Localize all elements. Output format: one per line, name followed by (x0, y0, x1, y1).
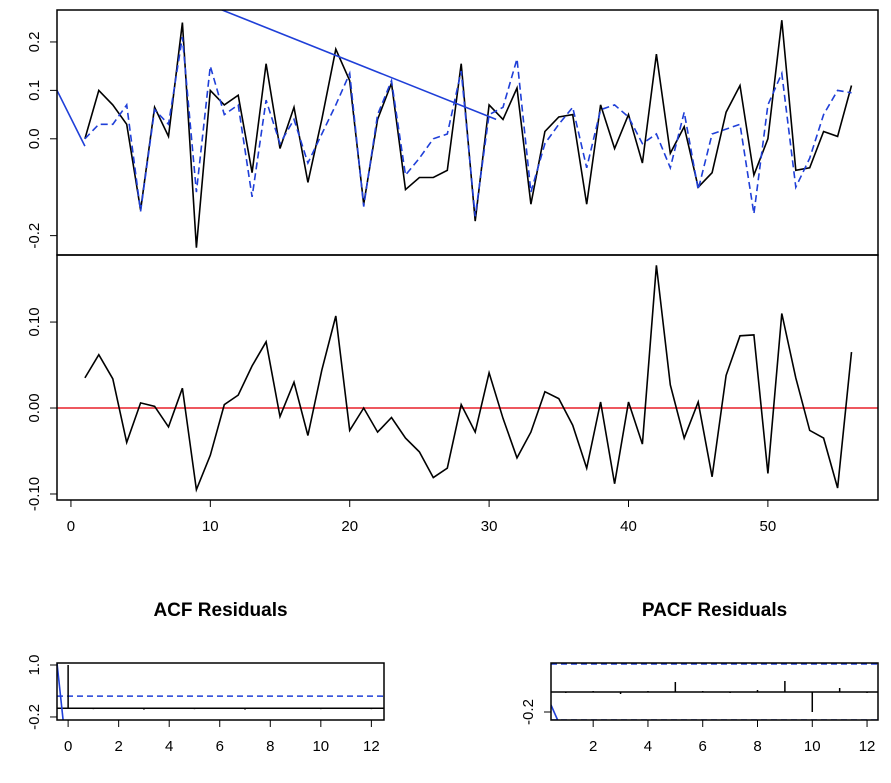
x-tick-label: 8 (753, 738, 761, 755)
series-line (84, 20, 853, 248)
x-tick-label: 40 (620, 518, 637, 535)
x-tick-label: 8 (266, 738, 274, 755)
x-tick-label: 2 (589, 738, 597, 755)
y-tick-label: 0.1 (26, 80, 43, 101)
plot-frame (550, 662, 879, 721)
series-line (57, 663, 64, 720)
x-tick-label: 0 (64, 738, 72, 755)
x-tick-label: 6 (699, 738, 707, 755)
y-tick-label: -0.2 (26, 704, 43, 730)
chart-title: PACF Residuals (642, 600, 787, 621)
series-line (84, 36, 852, 217)
x-tick-label: 12 (859, 738, 876, 755)
series-line (551, 704, 559, 720)
y-tick-label: -0.2 (520, 699, 537, 725)
plot-frame (56, 254, 879, 501)
y-tick-label: 0.0 (26, 128, 43, 149)
plot-area (57, 265, 878, 493)
x-tick-label: 30 (481, 518, 498, 535)
y-tick-label: 0.2 (26, 32, 43, 53)
x-tick-label: 20 (341, 518, 358, 535)
x-tick-label: 10 (202, 518, 219, 535)
plot-frame (56, 662, 385, 721)
plot-area (551, 663, 878, 720)
x-tick-label: 6 (216, 738, 224, 755)
x-tick-label: 4 (165, 738, 173, 755)
plot-area (57, 663, 384, 720)
y-tick-label: -0.10 (26, 477, 43, 511)
y-tick-label: 0.00 (26, 393, 43, 422)
x-tick-label: 12 (363, 738, 380, 755)
x-tick-label: 50 (760, 518, 777, 535)
x-tick-label: 10 (312, 738, 329, 755)
series-line (84, 265, 853, 493)
chart-title: ACF Residuals (153, 600, 287, 621)
x-tick-label: 10 (804, 738, 821, 755)
x-tick-label: 0 (67, 518, 75, 535)
y-tick-label: -0.2 (26, 223, 43, 249)
x-tick-label: 4 (644, 738, 652, 755)
y-tick-label: 1.0 (26, 655, 43, 676)
y-tick-label: 0.10 (26, 307, 43, 336)
x-tick-label: 2 (114, 738, 122, 755)
plot-area (57, 10, 853, 248)
series-line (57, 10, 497, 147)
